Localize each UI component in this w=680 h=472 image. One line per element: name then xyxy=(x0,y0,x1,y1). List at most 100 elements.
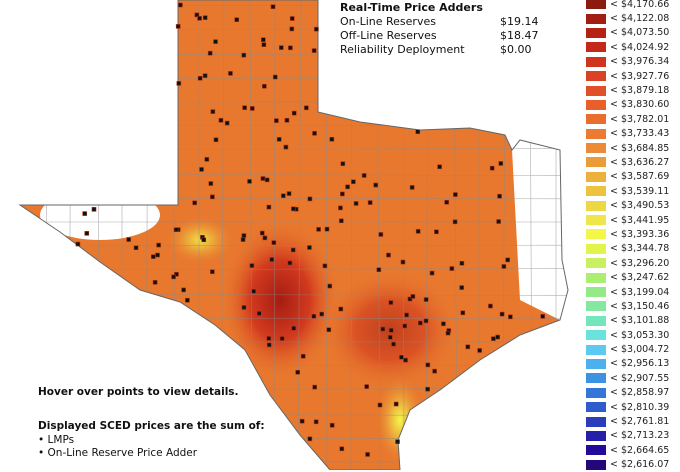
settlement-point[interactable] xyxy=(387,334,393,340)
settlement-point[interactable] xyxy=(173,227,179,232)
settlement-point[interactable] xyxy=(540,314,546,319)
settlement-point[interactable] xyxy=(156,242,161,248)
settlement-point[interactable] xyxy=(272,74,278,80)
settlement-point[interactable] xyxy=(364,384,369,389)
settlement-point[interactable] xyxy=(498,161,504,166)
settlement-point[interactable] xyxy=(175,24,181,29)
settlement-point[interactable] xyxy=(260,176,266,181)
settlement-point[interactable] xyxy=(496,219,501,224)
settlement-point[interactable] xyxy=(202,15,208,20)
settlement-point[interactable] xyxy=(402,323,408,329)
settlement-point[interactable] xyxy=(409,185,415,190)
settlement-point[interactable] xyxy=(444,199,449,205)
settlement-point[interactable] xyxy=(434,229,439,235)
settlement-point[interactable] xyxy=(176,81,182,86)
settlement-point[interactable] xyxy=(316,227,321,232)
settlement-point[interactable] xyxy=(91,207,97,212)
settlement-point[interactable] xyxy=(197,75,203,81)
settlement-point[interactable] xyxy=(459,260,465,266)
settlement-point[interactable] xyxy=(256,311,262,316)
settlement-point[interactable] xyxy=(489,165,495,171)
settlement-point[interactable] xyxy=(378,232,384,237)
settlement-point[interactable] xyxy=(388,300,394,305)
settlement-point[interactable] xyxy=(210,194,215,200)
settlement-point[interactable] xyxy=(274,118,279,123)
settlement-point[interactable] xyxy=(241,52,247,58)
settlement-point[interactable] xyxy=(345,184,350,190)
settlement-point[interactable] xyxy=(459,285,464,290)
settlement-point[interactable] xyxy=(425,386,430,392)
settlement-point[interactable] xyxy=(266,336,272,341)
settlement-point[interactable] xyxy=(288,45,293,51)
settlement-point[interactable] xyxy=(126,237,131,242)
settlement-point[interactable] xyxy=(410,294,416,299)
settlement-point[interactable] xyxy=(291,110,297,116)
settlement-point[interactable] xyxy=(311,48,317,53)
settlement-point[interactable] xyxy=(338,306,344,312)
settlement-point[interactable] xyxy=(339,446,345,452)
settlement-point[interactable] xyxy=(197,16,202,21)
settlement-point[interactable] xyxy=(279,336,285,341)
settlement-point[interactable] xyxy=(460,310,466,316)
settlement-point[interactable] xyxy=(228,71,233,76)
settlement-point[interactable] xyxy=(418,320,423,326)
settlement-point[interactable] xyxy=(174,271,179,277)
settlement-point[interactable] xyxy=(75,241,81,247)
settlement-point[interactable] xyxy=(339,218,344,224)
settlement-point[interactable] xyxy=(367,200,373,205)
settlement-point[interactable] xyxy=(261,42,267,47)
settlement-point[interactable] xyxy=(178,2,183,8)
settlement-point[interactable] xyxy=(208,181,214,186)
settlement-point[interactable] xyxy=(338,205,343,211)
settlement-point[interactable] xyxy=(423,318,429,324)
settlement-point[interactable] xyxy=(340,161,346,167)
settlement-point[interactable] xyxy=(201,237,207,243)
settlement-point[interactable] xyxy=(84,231,90,236)
settlement-point[interactable] xyxy=(445,330,451,336)
settlement-point[interactable] xyxy=(329,136,335,142)
settlement-point[interactable] xyxy=(276,137,282,142)
settlement-point[interactable] xyxy=(82,211,88,216)
settlement-point[interactable] xyxy=(304,105,309,111)
settlement-point[interactable] xyxy=(404,312,409,318)
settlement-point[interactable] xyxy=(311,313,317,319)
settlement-point[interactable] xyxy=(240,237,246,242)
settlement-point[interactable] xyxy=(284,117,290,123)
settlement-point[interactable] xyxy=(351,179,356,185)
settlement-point[interactable] xyxy=(133,245,139,251)
settlement-point[interactable] xyxy=(171,274,176,280)
settlement-point[interactable] xyxy=(403,357,408,363)
settlement-point[interactable] xyxy=(388,328,394,333)
settlement-point[interactable] xyxy=(289,26,295,32)
settlement-point[interactable] xyxy=(152,280,158,285)
settlement-point[interactable] xyxy=(283,144,289,150)
settlement-point[interactable] xyxy=(407,296,413,302)
settlement-point[interactable] xyxy=(313,419,319,425)
settlement-point[interactable] xyxy=(508,314,513,320)
settlement-point[interactable] xyxy=(242,105,247,110)
settlement-point[interactable] xyxy=(234,17,240,22)
settlement-point[interactable] xyxy=(393,401,399,407)
settlement-point[interactable] xyxy=(150,254,156,259)
settlement-point[interactable] xyxy=(261,37,266,43)
settlement-point[interactable] xyxy=(327,283,333,289)
settlement-point[interactable] xyxy=(307,436,313,442)
settlement-point[interactable] xyxy=(373,182,379,188)
settlement-point[interactable] xyxy=(307,245,312,250)
settlement-point[interactable] xyxy=(259,230,265,236)
settlement-point[interactable] xyxy=(224,120,230,126)
settlement-point[interactable] xyxy=(281,193,286,199)
settlement-point[interactable] xyxy=(155,252,160,258)
settlement-point[interactable] xyxy=(299,418,305,424)
settlement-point[interactable] xyxy=(312,384,317,390)
settlement-point[interactable] xyxy=(300,353,306,359)
settlement-point[interactable] xyxy=(495,334,500,340)
settlement-point[interactable] xyxy=(207,50,213,56)
settlement-point[interactable] xyxy=(266,204,272,210)
settlement-point[interactable] xyxy=(365,452,370,457)
settlement-point[interactable] xyxy=(501,264,507,269)
settlement-point[interactable] xyxy=(326,327,332,333)
settlement-point[interactable] xyxy=(491,336,496,341)
settlement-point[interactable] xyxy=(269,257,275,262)
settlement-point[interactable] xyxy=(432,368,437,374)
